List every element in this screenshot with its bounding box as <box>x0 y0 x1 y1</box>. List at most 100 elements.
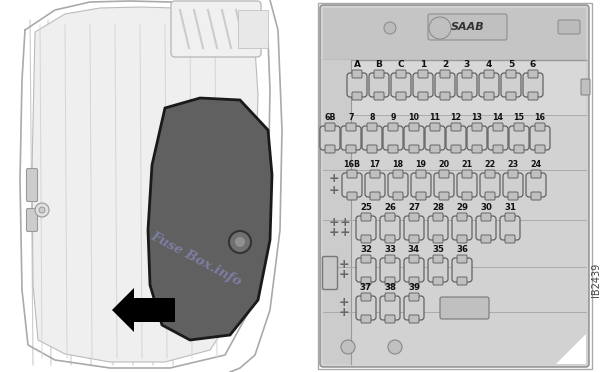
Text: 23: 23 <box>508 160 518 169</box>
Text: 34: 34 <box>408 245 420 254</box>
FancyBboxPatch shape <box>428 258 448 282</box>
Text: +: + <box>329 225 340 238</box>
FancyBboxPatch shape <box>361 277 371 285</box>
FancyBboxPatch shape <box>481 213 491 221</box>
FancyBboxPatch shape <box>528 92 538 100</box>
FancyBboxPatch shape <box>346 145 356 153</box>
FancyBboxPatch shape <box>479 73 499 97</box>
Polygon shape <box>112 288 175 332</box>
FancyBboxPatch shape <box>428 14 507 40</box>
FancyBboxPatch shape <box>374 70 384 78</box>
FancyBboxPatch shape <box>404 258 424 282</box>
FancyBboxPatch shape <box>457 73 477 97</box>
Text: 4: 4 <box>486 60 492 69</box>
Text: 9: 9 <box>390 113 396 122</box>
FancyBboxPatch shape <box>462 70 472 78</box>
Text: 31: 31 <box>504 203 516 212</box>
FancyBboxPatch shape <box>383 126 403 150</box>
FancyBboxPatch shape <box>457 213 467 221</box>
FancyBboxPatch shape <box>418 70 428 78</box>
Text: +: + <box>329 173 340 186</box>
FancyBboxPatch shape <box>418 92 428 100</box>
FancyBboxPatch shape <box>430 123 440 131</box>
FancyBboxPatch shape <box>514 123 524 131</box>
Text: +: + <box>338 267 349 280</box>
FancyBboxPatch shape <box>472 123 482 131</box>
FancyBboxPatch shape <box>439 192 449 200</box>
Text: 1: 1 <box>420 60 426 69</box>
FancyBboxPatch shape <box>462 170 472 178</box>
FancyBboxPatch shape <box>409 123 419 131</box>
FancyBboxPatch shape <box>393 192 403 200</box>
FancyBboxPatch shape <box>361 255 371 263</box>
FancyBboxPatch shape <box>481 235 491 243</box>
FancyBboxPatch shape <box>462 92 472 100</box>
FancyBboxPatch shape <box>425 126 445 150</box>
FancyBboxPatch shape <box>526 173 546 197</box>
Circle shape <box>341 340 355 354</box>
FancyBboxPatch shape <box>385 213 395 221</box>
Text: +: + <box>338 257 349 270</box>
Text: 22: 22 <box>484 160 496 169</box>
FancyBboxPatch shape <box>388 173 408 197</box>
FancyBboxPatch shape <box>362 126 382 150</box>
FancyBboxPatch shape <box>508 170 518 178</box>
Text: 12: 12 <box>451 113 461 122</box>
FancyBboxPatch shape <box>347 73 367 97</box>
FancyBboxPatch shape <box>446 126 466 150</box>
Text: 28: 28 <box>432 203 444 212</box>
Text: 17: 17 <box>370 160 380 169</box>
Text: 38: 38 <box>384 283 396 292</box>
FancyBboxPatch shape <box>480 173 500 197</box>
FancyBboxPatch shape <box>352 70 362 78</box>
FancyBboxPatch shape <box>352 92 362 100</box>
Text: 19: 19 <box>415 160 427 169</box>
Text: 36: 36 <box>456 245 468 254</box>
FancyBboxPatch shape <box>323 60 351 364</box>
FancyBboxPatch shape <box>531 170 541 178</box>
Circle shape <box>39 207 45 213</box>
FancyBboxPatch shape <box>370 192 380 200</box>
Text: 8: 8 <box>369 113 375 122</box>
FancyBboxPatch shape <box>356 216 376 240</box>
FancyBboxPatch shape <box>409 293 419 301</box>
FancyBboxPatch shape <box>433 255 443 263</box>
Text: 16: 16 <box>535 113 545 122</box>
FancyBboxPatch shape <box>374 92 384 100</box>
Polygon shape <box>0 0 315 372</box>
FancyBboxPatch shape <box>509 126 529 150</box>
Text: 15: 15 <box>514 113 524 122</box>
FancyBboxPatch shape <box>535 123 545 131</box>
FancyBboxPatch shape <box>347 170 357 178</box>
Text: +: + <box>329 215 340 228</box>
FancyBboxPatch shape <box>380 258 400 282</box>
FancyBboxPatch shape <box>409 315 419 323</box>
Text: 32: 32 <box>360 245 372 254</box>
FancyBboxPatch shape <box>503 173 523 197</box>
FancyBboxPatch shape <box>501 73 521 97</box>
FancyBboxPatch shape <box>388 123 398 131</box>
FancyBboxPatch shape <box>388 145 398 153</box>
FancyBboxPatch shape <box>558 20 580 34</box>
FancyBboxPatch shape <box>391 73 411 97</box>
FancyBboxPatch shape <box>514 145 524 153</box>
Text: 29: 29 <box>456 203 468 212</box>
FancyBboxPatch shape <box>342 173 362 197</box>
Text: 30: 30 <box>480 203 492 212</box>
FancyBboxPatch shape <box>439 170 449 178</box>
FancyBboxPatch shape <box>523 73 543 97</box>
FancyBboxPatch shape <box>472 145 482 153</box>
Text: 35: 35 <box>432 245 444 254</box>
Polygon shape <box>238 10 268 48</box>
FancyBboxPatch shape <box>506 92 516 100</box>
Text: B: B <box>376 60 382 69</box>
Circle shape <box>229 231 251 253</box>
FancyBboxPatch shape <box>508 192 518 200</box>
Text: 18: 18 <box>392 160 404 169</box>
Text: 7: 7 <box>348 113 354 122</box>
Text: 6: 6 <box>530 60 536 69</box>
FancyBboxPatch shape <box>380 216 400 240</box>
FancyBboxPatch shape <box>393 170 403 178</box>
FancyBboxPatch shape <box>171 1 261 57</box>
FancyBboxPatch shape <box>409 235 419 243</box>
